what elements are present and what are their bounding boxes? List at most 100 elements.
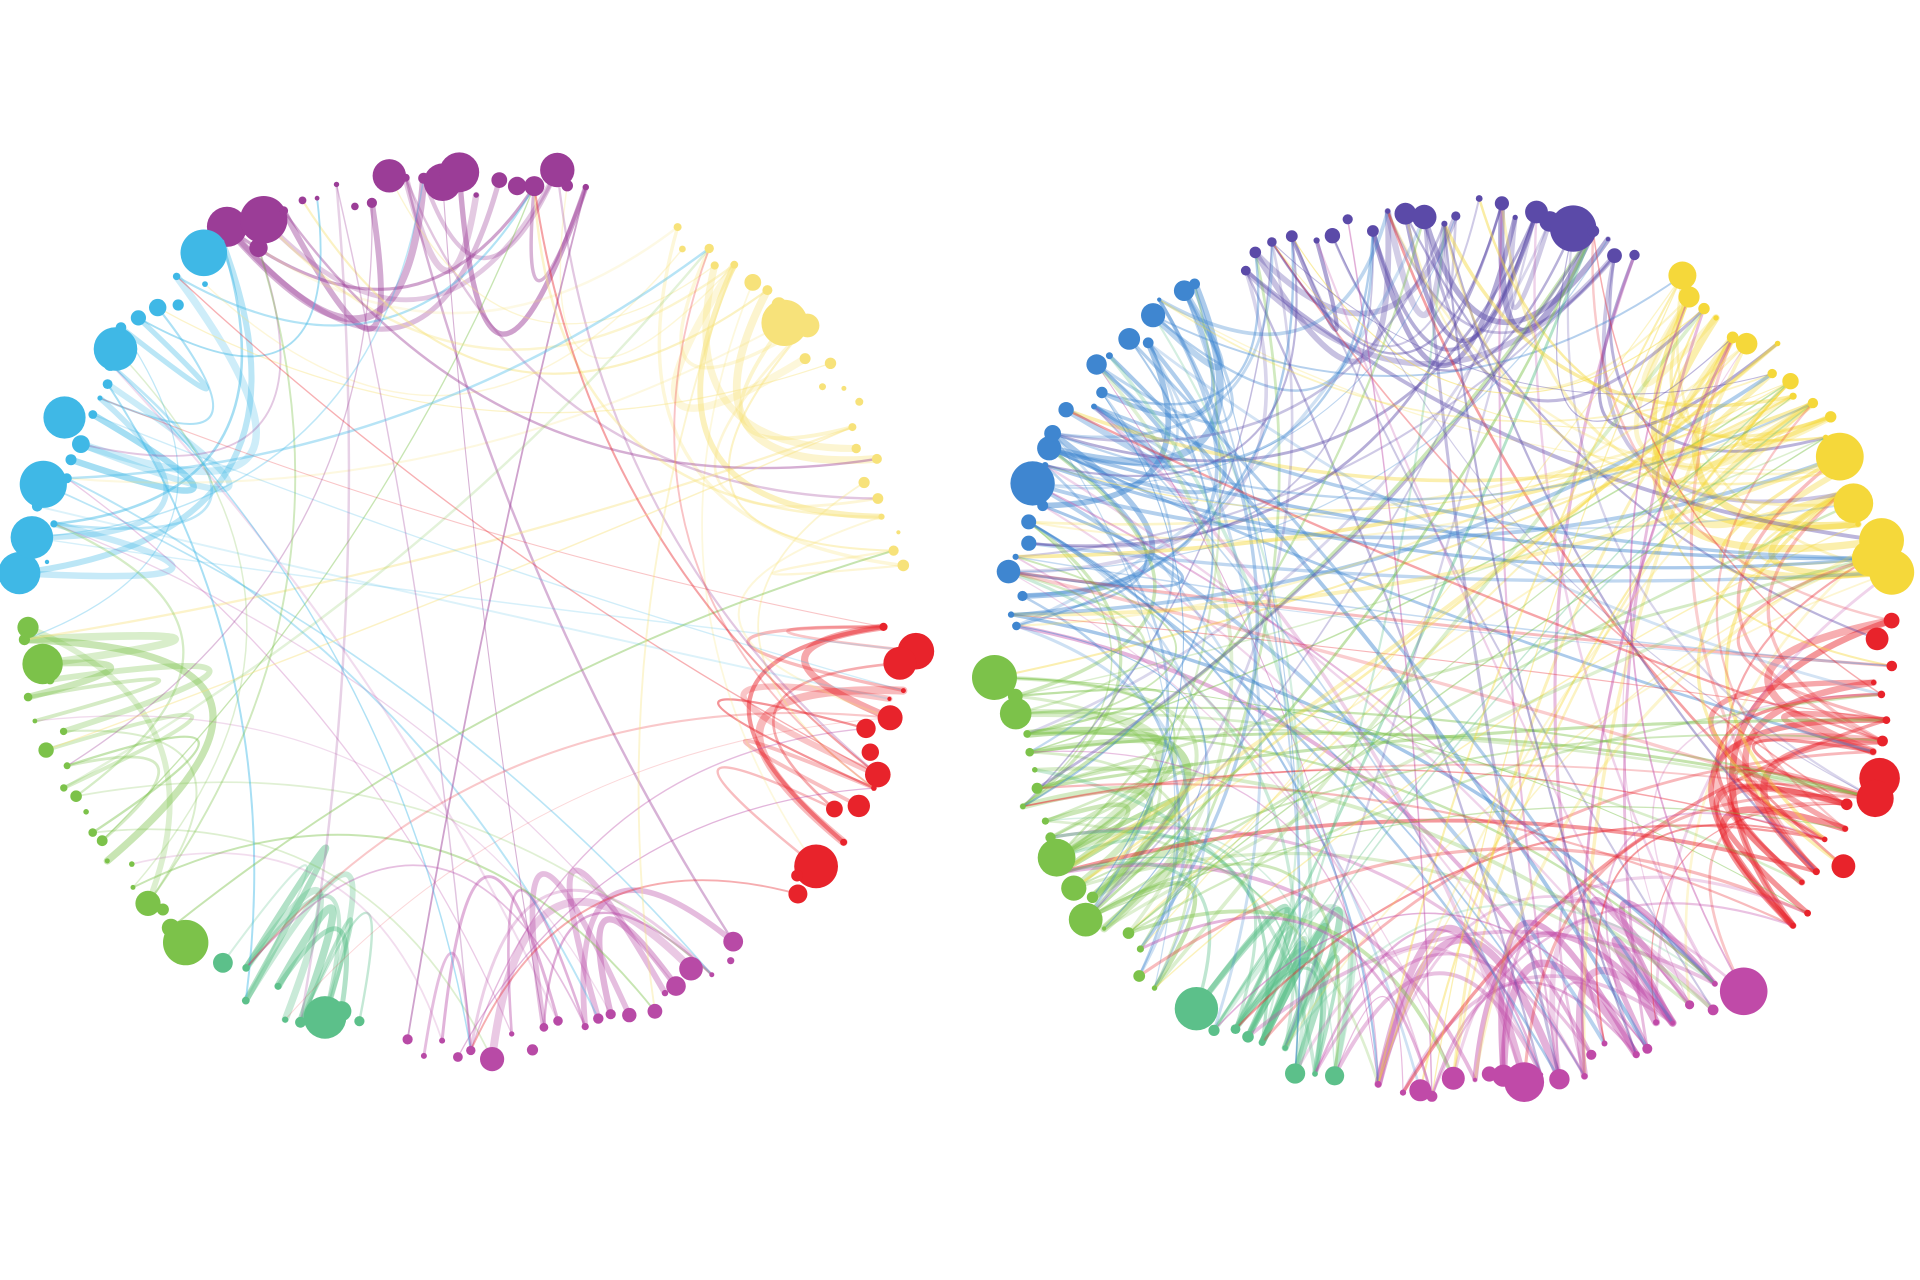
connection-edge [542, 911, 713, 1029]
connection-edge [31, 177, 425, 539]
connection-edge [716, 766, 836, 868]
connection-edge [1015, 342, 1748, 628]
connection-edge [1047, 446, 1872, 561]
network-node [1494, 196, 1509, 211]
network-node [1044, 425, 1061, 442]
connection-edge [20, 635, 217, 865]
connection-edge [1021, 520, 1123, 809]
network-node [1240, 265, 1251, 276]
network-node [172, 272, 181, 281]
connection-edge [1244, 940, 1306, 1046]
connection-edge [746, 625, 906, 693]
connection-edge [1035, 718, 1888, 790]
connection-edge [1386, 209, 1847, 476]
connection-edge [713, 324, 880, 508]
network-node [1142, 337, 1154, 349]
network-node [1698, 302, 1710, 315]
connection-edge [221, 864, 309, 1002]
connection-edge [1093, 405, 1542, 1076]
connection-edge [1051, 210, 1538, 463]
connection-edge [1675, 274, 1893, 574]
connection-edge [75, 781, 713, 976]
connection-edge [1650, 803, 1848, 1023]
network-node [679, 956, 703, 981]
connection-edge [1009, 371, 1775, 617]
connection-edge [1271, 241, 1792, 429]
connection-edge [1138, 916, 1434, 1098]
network-node [791, 869, 803, 882]
network-node [1492, 1064, 1515, 1087]
connection-edge [1025, 220, 1552, 736]
network-node [1774, 340, 1781, 347]
connection-edge [66, 202, 373, 767]
network-node [855, 397, 864, 406]
network-node [871, 785, 877, 791]
connection-edge [47, 662, 213, 735]
network-node [1512, 214, 1518, 220]
connection-edge [771, 549, 905, 576]
connection-edge [1751, 738, 1875, 806]
connection-edge [1088, 838, 1195, 933]
connection-edge [1051, 240, 1274, 439]
connection-edge [1211, 904, 1354, 1079]
connection-edge [52, 522, 185, 798]
network-node [826, 800, 843, 818]
network-node [1141, 303, 1166, 328]
network-node [1023, 730, 1031, 738]
network-node [761, 299, 808, 346]
network-node [96, 835, 108, 847]
connection-edge [1404, 212, 1879, 641]
connection-edge [1027, 520, 1211, 990]
connection-edge [1035, 229, 1595, 790]
network-node [1399, 1089, 1407, 1096]
connection-edge [1096, 363, 1379, 1085]
connection-edge [456, 169, 589, 337]
connection-edge [1022, 241, 1273, 808]
connection-edge [1013, 401, 1815, 559]
connection-edge [1370, 210, 1539, 352]
network-node [282, 1016, 289, 1023]
network-node [129, 861, 135, 867]
network-node [1242, 1031, 1254, 1043]
connection-edge [1014, 436, 1827, 697]
network-node [1151, 985, 1158, 991]
connection-edge [1601, 253, 1844, 504]
network-node [1473, 1077, 1477, 1082]
connection-edge [1031, 341, 1179, 490]
connection-edge [1376, 895, 1746, 1086]
connection-edge [77, 381, 233, 493]
connection-edge [1007, 571, 1893, 667]
connection-edge [1430, 902, 1795, 1098]
connection-edge [1158, 298, 1774, 423]
network-node [1856, 779, 1894, 818]
network-node [1007, 611, 1015, 618]
connection-edge [53, 523, 677, 987]
connection-edge [1007, 570, 1146, 715]
connection-edge [738, 320, 855, 441]
connection-edge [1027, 402, 1814, 542]
network-node [1267, 237, 1277, 247]
connection-edge [1403, 209, 1539, 344]
connection-edge [1035, 764, 1152, 840]
connection-edge [1691, 333, 1862, 530]
connection-edge [1014, 706, 1877, 800]
connection-edge [1233, 945, 1319, 1076]
connection-edge [1243, 268, 1884, 543]
network-right [972, 195, 1915, 1102]
network-node [1021, 514, 1037, 530]
network-node [1342, 214, 1353, 225]
connection-edge [1693, 399, 1845, 529]
network-node [1020, 803, 1026, 810]
connection-edge [1027, 520, 1380, 1086]
connection-edge [1107, 353, 1650, 1051]
connection-edge [1384, 207, 1448, 319]
connection-edge [422, 951, 473, 1058]
connection-edge [1013, 694, 1163, 922]
network-node [1735, 332, 1758, 355]
network-node [1883, 612, 1900, 629]
connection-edge [65, 247, 711, 480]
connection-edge [1374, 924, 1528, 1088]
connection-edge [1028, 731, 1877, 800]
connection-edge [1313, 952, 1587, 1078]
network-node [1642, 1043, 1653, 1054]
